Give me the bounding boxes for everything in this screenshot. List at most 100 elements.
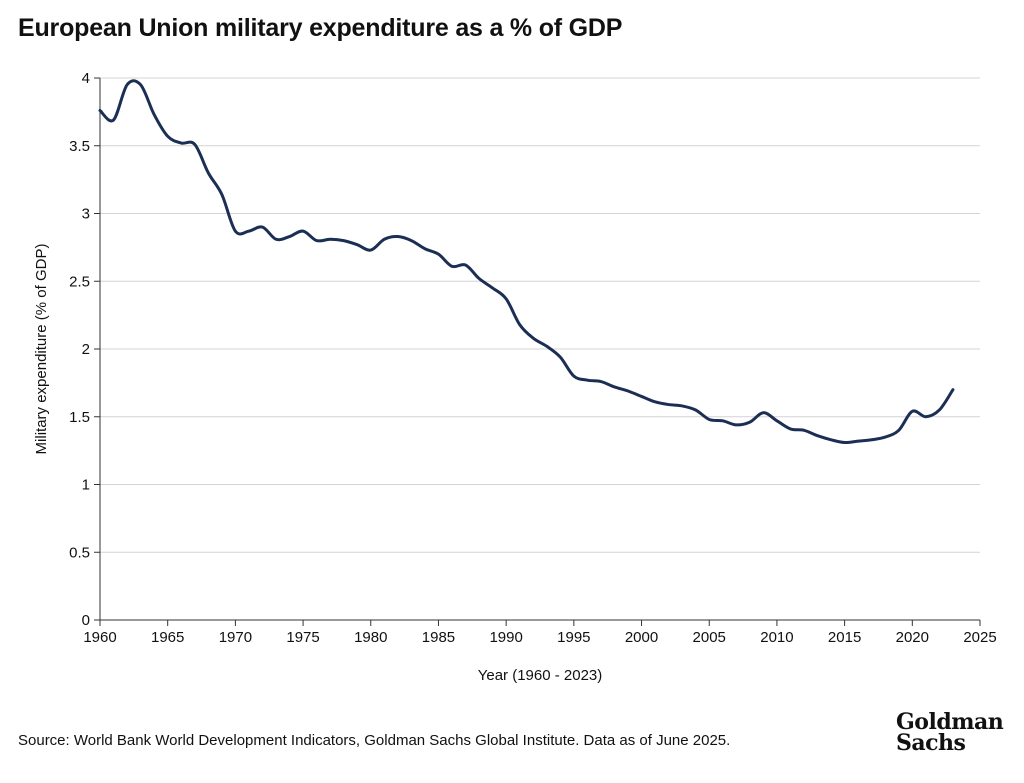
data-point (383, 238, 386, 241)
data-point (775, 419, 778, 422)
data-point (938, 408, 941, 411)
data-point (627, 390, 630, 393)
data-point (545, 345, 548, 348)
chart-title: European Union military expenditure as a… (18, 14, 623, 42)
y-tick-label: 1 (82, 477, 90, 494)
data-point (654, 400, 657, 403)
data-point (857, 440, 860, 443)
data-point (762, 411, 765, 414)
logo-line-1: Goldman (896, 709, 1004, 735)
x-tick-label: 2020 (896, 629, 929, 646)
y-tick-label: 0.5 (69, 544, 90, 561)
y-tick-label: 0 (82, 612, 90, 629)
y-tick-label: 3 (82, 206, 90, 223)
data-point (193, 143, 196, 146)
data-point (478, 277, 481, 280)
source-note: Source: World Bank World Development Ind… (18, 732, 731, 749)
x-tick-label: 2010 (760, 629, 793, 646)
data-point (870, 438, 873, 441)
logo-line-2: Sachs (896, 730, 966, 756)
data-point (112, 119, 115, 122)
data-point (613, 385, 616, 388)
data-point (207, 171, 210, 174)
goldman-sachs-logo: Goldman Sachs (896, 709, 1004, 756)
data-point (153, 113, 156, 116)
y-tick-labels: 0 0.5 1 1.5 2 2.5 3 3.5 4 (69, 70, 90, 629)
data-point (464, 263, 467, 266)
data-point (166, 135, 169, 138)
x-tick-label: 1980 (354, 629, 387, 646)
x-tick-label: 2015 (828, 629, 861, 646)
data-point (315, 239, 318, 242)
data-point (396, 235, 399, 238)
data-point (356, 243, 359, 246)
data-point (599, 380, 602, 383)
data-point (275, 238, 278, 241)
data-point (721, 419, 724, 422)
data-point (491, 287, 494, 290)
y-tick-label: 3.5 (69, 138, 90, 155)
y-tick-label: 2.5 (69, 273, 90, 290)
series-line (98, 79, 955, 445)
x-tick-label: 1985 (422, 629, 455, 646)
data-point (518, 323, 521, 326)
y-axis-label: Military expenditure (% of GDP) (33, 244, 50, 455)
data-point (234, 230, 237, 233)
data-point (451, 265, 454, 268)
x-tick-label: 1975 (286, 629, 319, 646)
data-point (924, 415, 927, 418)
data-point (748, 421, 751, 424)
x-tick-label: 2000 (625, 629, 658, 646)
data-point (911, 410, 914, 413)
data-point (640, 395, 643, 398)
data-point (897, 429, 900, 432)
data-point (735, 423, 738, 426)
data-point (99, 109, 102, 112)
axes (94, 77, 981, 626)
data-point (803, 429, 806, 432)
data-point (261, 226, 264, 229)
data-point (505, 297, 508, 300)
data-point (816, 434, 819, 437)
data-point (220, 193, 223, 196)
y-tick-label: 1.5 (69, 409, 90, 426)
data-point (139, 83, 142, 86)
data-point (302, 230, 305, 233)
data-point (247, 230, 250, 233)
data-point (694, 408, 697, 411)
data-point (329, 238, 332, 241)
data-point (843, 441, 846, 444)
data-point (423, 247, 426, 250)
data-point (708, 418, 711, 421)
data-point (951, 388, 954, 391)
data-point (126, 83, 129, 86)
x-tick-label: 1995 (557, 629, 590, 646)
data-point (410, 239, 413, 242)
x-tick-label: 2005 (693, 629, 726, 646)
y-tick-label: 2 (82, 341, 90, 358)
data-point (559, 356, 562, 359)
data-point (288, 235, 291, 238)
x-tick-label: 1960 (83, 629, 116, 646)
y-tick-label: 4 (82, 70, 90, 87)
data-point (342, 239, 345, 242)
data-point (830, 438, 833, 441)
data-point (884, 436, 887, 439)
data-point (789, 427, 792, 430)
series (98, 79, 955, 445)
data-point (180, 142, 183, 145)
x-tick-label: 2025 (963, 629, 996, 646)
x-tick-labels: 1960 1965 1970 1975 1980 1985 1990 1995 2000 2005… (83, 629, 996, 646)
data-point (667, 403, 670, 406)
data-point (532, 337, 535, 340)
gridlines (100, 77, 980, 553)
data-point (586, 379, 589, 382)
data-point (572, 375, 575, 378)
x-tick-label: 1965 (151, 629, 184, 646)
x-axis-label: Year (1960 - 2023) (478, 667, 603, 684)
x-tick-label: 1970 (219, 629, 252, 646)
x-tick-label: 1990 (489, 629, 522, 646)
data-point (437, 253, 440, 256)
data-point (681, 404, 684, 407)
